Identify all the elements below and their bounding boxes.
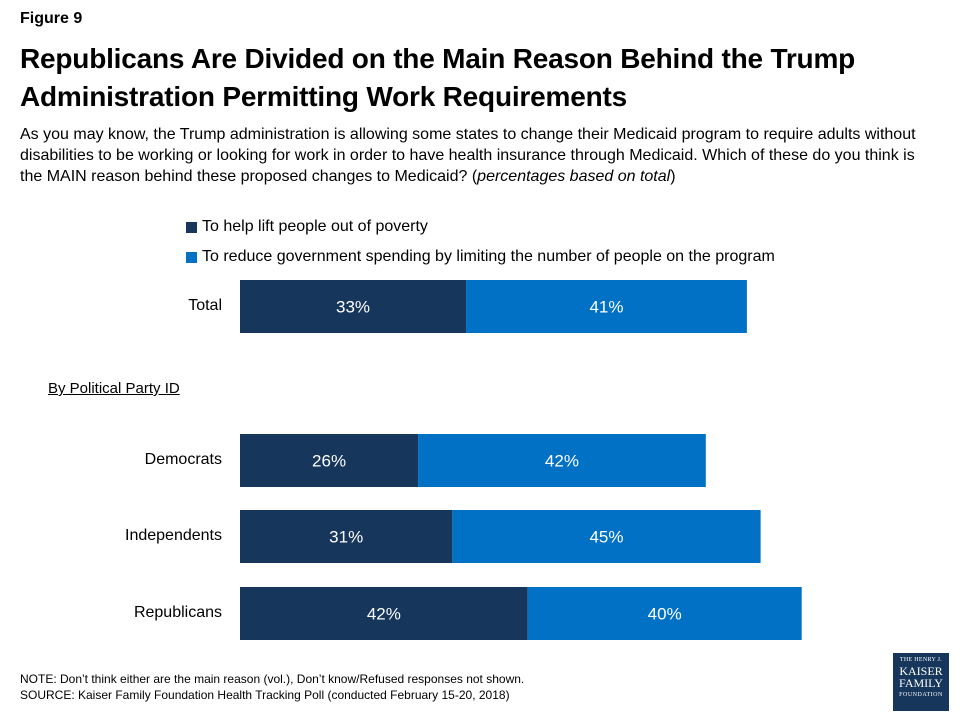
bar-total-spending: [466, 280, 747, 333]
bar-republicans-poverty: [240, 587, 528, 640]
bar-label-democrats-poverty: 26%: [312, 452, 346, 471]
logo-line4: FOUNDATION: [899, 692, 943, 698]
group-heading: By Political Party ID: [48, 380, 180, 397]
logo-line3: FAMILY: [899, 676, 943, 690]
logo-line1: THE HENRY J.: [899, 657, 943, 663]
legend-label-poverty: To help lift people out of poverty: [202, 218, 428, 235]
bar-independents-spending: [452, 510, 761, 563]
legend-swatch-poverty: [186, 221, 197, 233]
category-label-democrats: Democrats: [144, 451, 222, 468]
bar-label-democrats-spending: 42%: [545, 452, 579, 471]
bar-democrats-spending: [418, 434, 706, 487]
bar-democrats-poverty: [240, 434, 419, 487]
bar-total-poverty: [240, 280, 467, 333]
category-label-republicans: Republicans: [133, 604, 222, 621]
subtitle-italic: percentages based on total: [477, 168, 671, 185]
bar-label-independents-spending: 45%: [589, 528, 623, 547]
bar-label-total-spending: 41%: [589, 298, 623, 317]
bar-label-independents-poverty: 31%: [329, 528, 363, 547]
legend-swatch-spending: [186, 251, 197, 263]
bar-label-republicans-spending: 40%: [648, 605, 682, 624]
bar-label-total-poverty: 33%: [336, 298, 370, 317]
legend-item-poverty: To help lift people out of poverty: [186, 212, 775, 242]
source-text: SOURCE: Kaiser Family Foundation Health …: [20, 688, 510, 702]
bar-republicans-spending: [527, 587, 802, 640]
figure-label: Figure 9: [20, 10, 83, 27]
notes: NOTE: Don’t think either are the main re…: [20, 671, 524, 703]
bar-label-republicans-poverty: 42%: [367, 605, 401, 624]
chart-subtitle: As you may know, the Trump administratio…: [20, 124, 920, 187]
chart-title: Republicans Are Divided on the Main Reas…: [20, 43, 856, 112]
kff-logo: THE HENRY J. KAISER FAMILY FOUNDATION: [893, 653, 949, 711]
legend-item-spending: To reduce government spending by limitin…: [186, 242, 775, 272]
subtitle-text: As you may know, the Trump administratio…: [20, 126, 916, 185]
category-label-total: Total: [188, 297, 222, 314]
subtitle-end: ): [670, 168, 676, 185]
bar-independents-poverty: [240, 510, 453, 563]
note-text: NOTE: Don’t think either are the main re…: [20, 672, 525, 686]
legend: To help lift people out of poverty To re…: [186, 212, 775, 272]
logo-line2: KAISER: [899, 664, 943, 678]
legend-label-spending: To reduce government spending by limitin…: [202, 248, 775, 265]
category-label-independents: Independents: [125, 527, 222, 544]
